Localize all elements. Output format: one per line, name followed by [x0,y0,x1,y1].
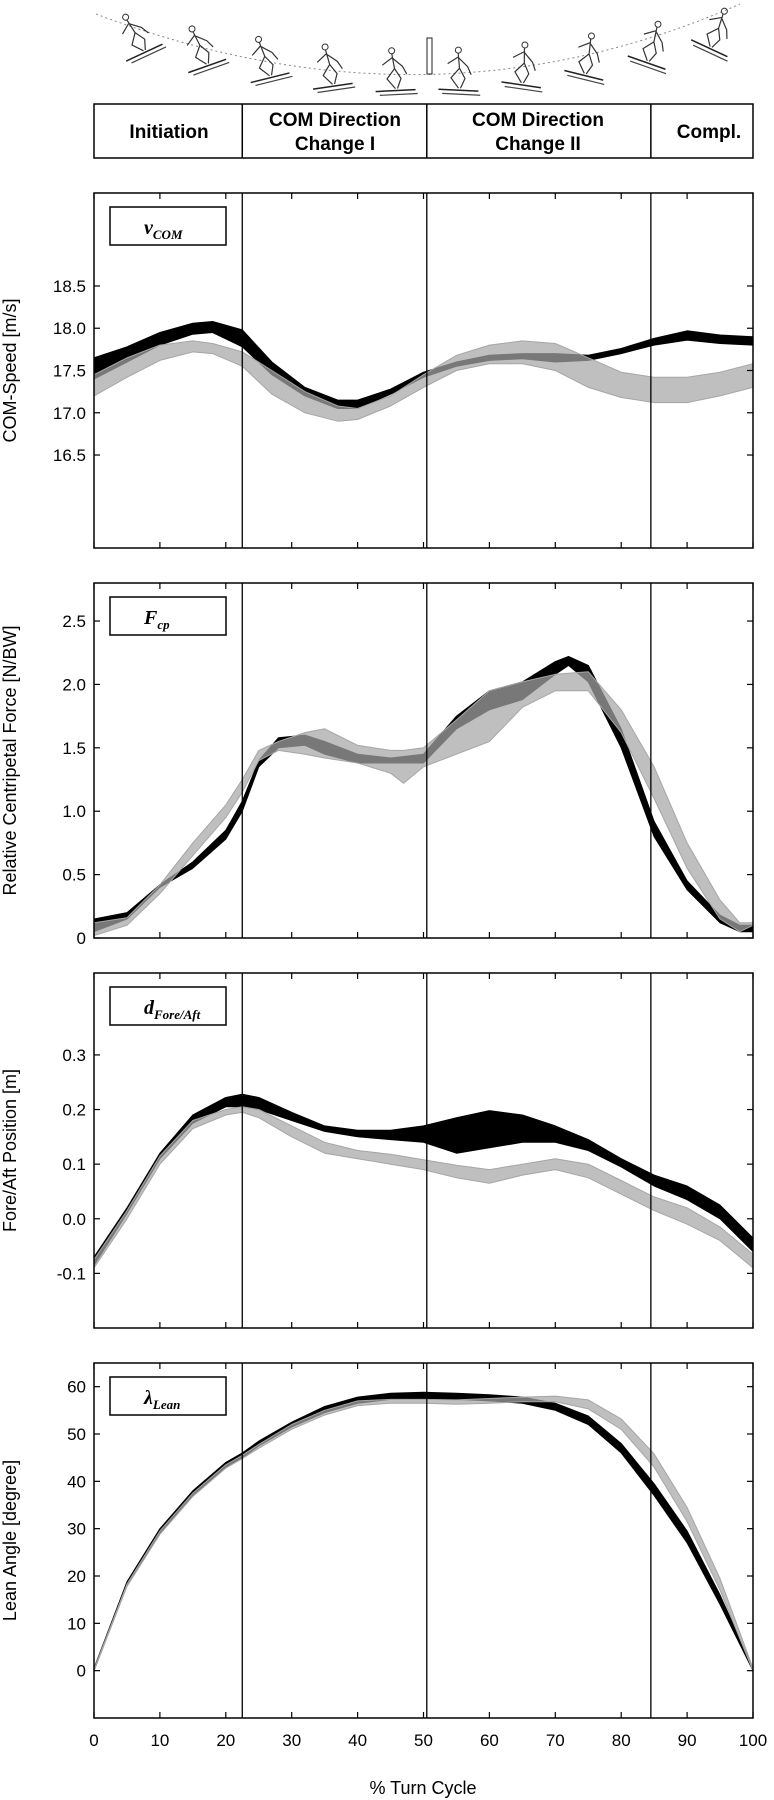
y-tick-label: 0 [77,1662,86,1681]
x-tick-label: 40 [348,1731,367,1750]
y-axis-label: Lean Angle [degree] [0,1460,20,1621]
y-tick-label: 2.5 [62,612,86,631]
bands-0 [94,321,753,422]
y-tick-label: -0.1 [57,1264,86,1283]
plot-frame [93,192,754,549]
x-tick-label: 10 [150,1731,169,1750]
legend-subscript: cp [157,617,170,632]
skier-icon [121,13,167,64]
y-axis-label: COM-Speed [m/s] [0,298,20,442]
phase-table-frame [93,103,754,159]
y-tick-label: 40 [67,1472,86,1491]
skier-icon [501,41,543,93]
phase-label-completion: Compl. [677,122,741,143]
phase-label-com-change-1-line1: COM Direction [269,110,401,131]
legend-box [109,986,227,1026]
y-tick-label: 0.2 [62,1101,86,1120]
skier-icon [186,25,230,76]
skier-icon [375,47,418,96]
band-series-black [94,1391,753,1672]
y-tick-label: 60 [67,1378,86,1397]
phase-dividers [241,104,652,158]
band-series-gray [94,1395,753,1672]
gate-pole-icon [426,37,433,75]
legend-box [109,596,227,636]
band-series-gray [94,671,753,936]
y-tick-label: 0.1 [62,1155,86,1174]
y-tick-label: 0.5 [62,866,86,885]
y-tick-label: 30 [67,1520,86,1539]
x-tick-label: 60 [480,1731,499,1750]
y-tick-label: 0.3 [62,1046,86,1065]
skier-icon [627,20,667,75]
skier-icon [312,43,356,94]
skier-icon [438,46,481,96]
bands-2 [94,1093,753,1269]
legend-subscript: COM [153,227,183,242]
x-tick-label: 50 [414,1731,433,1750]
phase-label-com-change-2-line1: COM Direction [472,110,604,131]
y-tick-label: 1.0 [62,802,86,821]
bands-3 [94,1391,753,1672]
skier-illustration [95,3,741,96]
y-tick-label: 0 [77,929,86,948]
x-tick-label: 70 [546,1731,565,1750]
y-tick-label: 18.0 [53,319,86,338]
legend-box [109,206,227,246]
skier-icon [250,35,293,87]
skier-icon [690,7,728,62]
legend-subscript: Lean [152,1397,180,1412]
legend-box [109,1376,227,1416]
legend-subscript: Fore/Aft [153,1007,201,1022]
y-axis-label: Fore/Aft Position [m] [0,1069,20,1232]
y-tick-label: 0.0 [62,1210,86,1229]
x-tick-label: 90 [678,1731,697,1750]
band-series-gray [94,1106,753,1269]
y-tick-label: 17.5 [53,362,86,381]
x-tick-label: 20 [216,1731,235,1750]
y-tick-label: 50 [67,1425,86,1444]
y-tick-label: 18.5 [53,277,86,296]
bands-1 [94,656,753,936]
skier-icon [564,32,605,86]
y-tick-label: 17.0 [53,404,86,423]
x-tick-label: 0 [89,1731,98,1750]
plot-frame [93,972,754,1329]
phase-table: Initiation COM Direction Change I COM Di… [93,103,754,159]
y-tick-label: 10 [67,1614,86,1633]
x-tick-label: 100 [739,1731,767,1750]
y-tick-label: 20 [67,1567,86,1586]
x-tick-label: 80 [612,1731,631,1750]
y-tick-label: 16.5 [53,446,86,465]
phase-label-com-change-1-line2: Change I [295,134,375,155]
x-axis-label: % Turn Cycle [369,1778,476,1798]
x-axis: 0 10 20 30 40 50 60 70 80 90 100 [89,1731,767,1750]
plot-frame [93,1362,754,1719]
band-series-gray [94,340,753,422]
phase-label-com-change-2-line2: Change II [495,134,581,155]
chart-panel-1: 0 0.5 1.0 1.5 2.0 2.5 Relative Centripetal For… [0,582,754,948]
y-tick-label: 1.5 [62,739,86,758]
band-series-black [94,1093,753,1266]
y-tick-label: 2.0 [62,675,86,694]
trajectory-line [95,3,741,76]
phase-label-initiation: Initiation [129,122,208,143]
x-tick-label: 30 [282,1731,301,1750]
y-axis-label: Relative Centripetal Force [N/BW] [0,625,20,895]
